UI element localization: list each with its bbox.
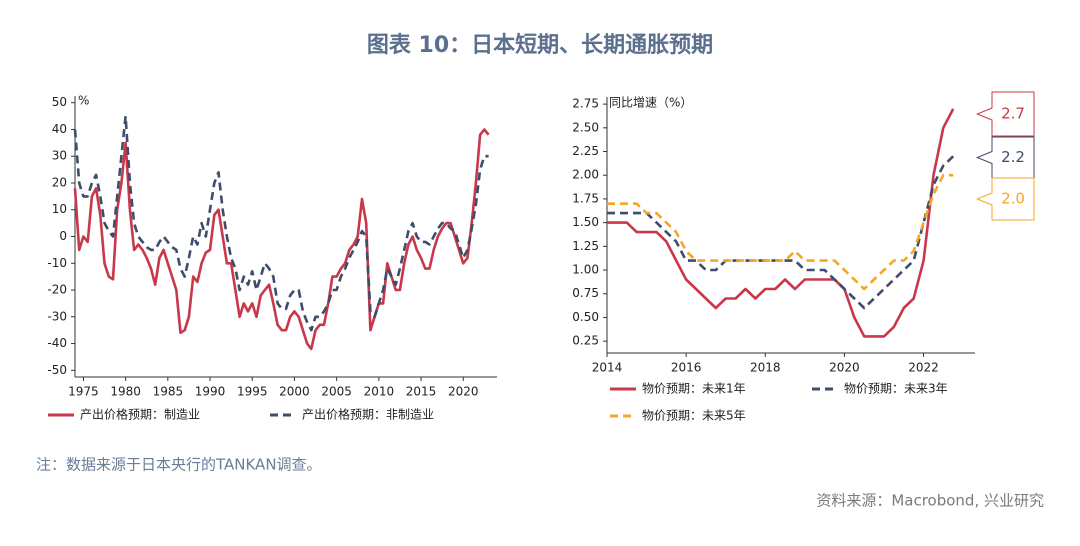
y-tick-label: 0.75: [572, 286, 599, 300]
x-tick-label: 2014: [592, 361, 623, 375]
callout-box: [975, 177, 1035, 221]
series-line: [73, 128, 490, 351]
x-tick-label: 2020: [448, 385, 479, 399]
y-tick-label: 40: [52, 122, 67, 136]
x-tick-label: 2018: [750, 361, 781, 375]
x-tick-label: 2000: [279, 385, 310, 399]
y-tick-label: 0.25: [572, 334, 599, 348]
x-tick-label: 1980: [110, 385, 141, 399]
callout-label: 2.7: [1001, 105, 1025, 123]
callout-box: [975, 136, 1035, 179]
x-tick-label: 2022: [908, 361, 939, 375]
y-tick-label: 0: [59, 229, 67, 243]
x-tick-label: 1985: [153, 385, 184, 399]
y-tick-label: -50: [47, 363, 67, 377]
x-tick-label: 1990: [195, 385, 226, 399]
callout-box: [975, 91, 1035, 137]
x-tick-label: 2016: [671, 361, 702, 375]
legend-label: 产出价格预期：制造业: [80, 407, 200, 422]
y-tick-label: 50: [52, 95, 67, 109]
series-line: [73, 114, 489, 332]
source: 资料来源：Macrobond, 兴业研究: [816, 492, 1044, 510]
legend-label: 物价预期：未来5年: [642, 409, 746, 423]
callout-label: 2.0: [1001, 190, 1025, 208]
y-tick-label: 1.50: [572, 215, 599, 229]
y-tick-label: -40: [47, 336, 67, 350]
series-line: [607, 173, 954, 291]
legend-label: 物价预期：未来1年: [642, 382, 746, 396]
y-tick-label: -20: [47, 283, 67, 297]
y-tick-label: 2.75: [572, 97, 599, 111]
x-tick-label: 2010: [364, 385, 395, 399]
y-tick-label: 1.75: [572, 191, 599, 205]
y-tick-label: 2.00: [572, 168, 599, 182]
y-tick-label: 10: [52, 202, 67, 216]
y-tick-label: 30: [52, 149, 67, 163]
figure-title: 图表 10：日本短期、长期通胀预期: [367, 33, 713, 58]
y-tick-label: 2.25: [572, 144, 599, 158]
y-axis-label: %: [78, 94, 89, 108]
y-axis-label: 同比增速（%）: [609, 96, 692, 110]
legend-label: 物价预期：未来3年: [844, 382, 948, 396]
x-tick-label: 1975: [68, 385, 99, 399]
y-tick-label: -30: [47, 309, 67, 323]
y-tick-label: 1.25: [572, 239, 599, 253]
x-tick-label: 2020: [829, 361, 860, 375]
x-tick-label: 1995: [237, 385, 268, 399]
legend-label: 产出价格预期：非制造业: [302, 407, 434, 422]
note: 注：数据来源于日本央行的TANKAN调查。: [36, 456, 322, 474]
x-tick-label: 2005: [321, 385, 352, 399]
y-tick-label: 1.00: [572, 263, 599, 277]
y-tick-label: -10: [47, 256, 67, 270]
y-tick-label: 2.50: [572, 120, 599, 134]
y-tick-label: 20: [52, 175, 67, 189]
series-line: [607, 108, 955, 338]
x-tick-label: 2015: [406, 385, 437, 399]
y-tick-label: 0.50: [572, 310, 599, 324]
callout-label: 2.2: [1001, 148, 1025, 166]
